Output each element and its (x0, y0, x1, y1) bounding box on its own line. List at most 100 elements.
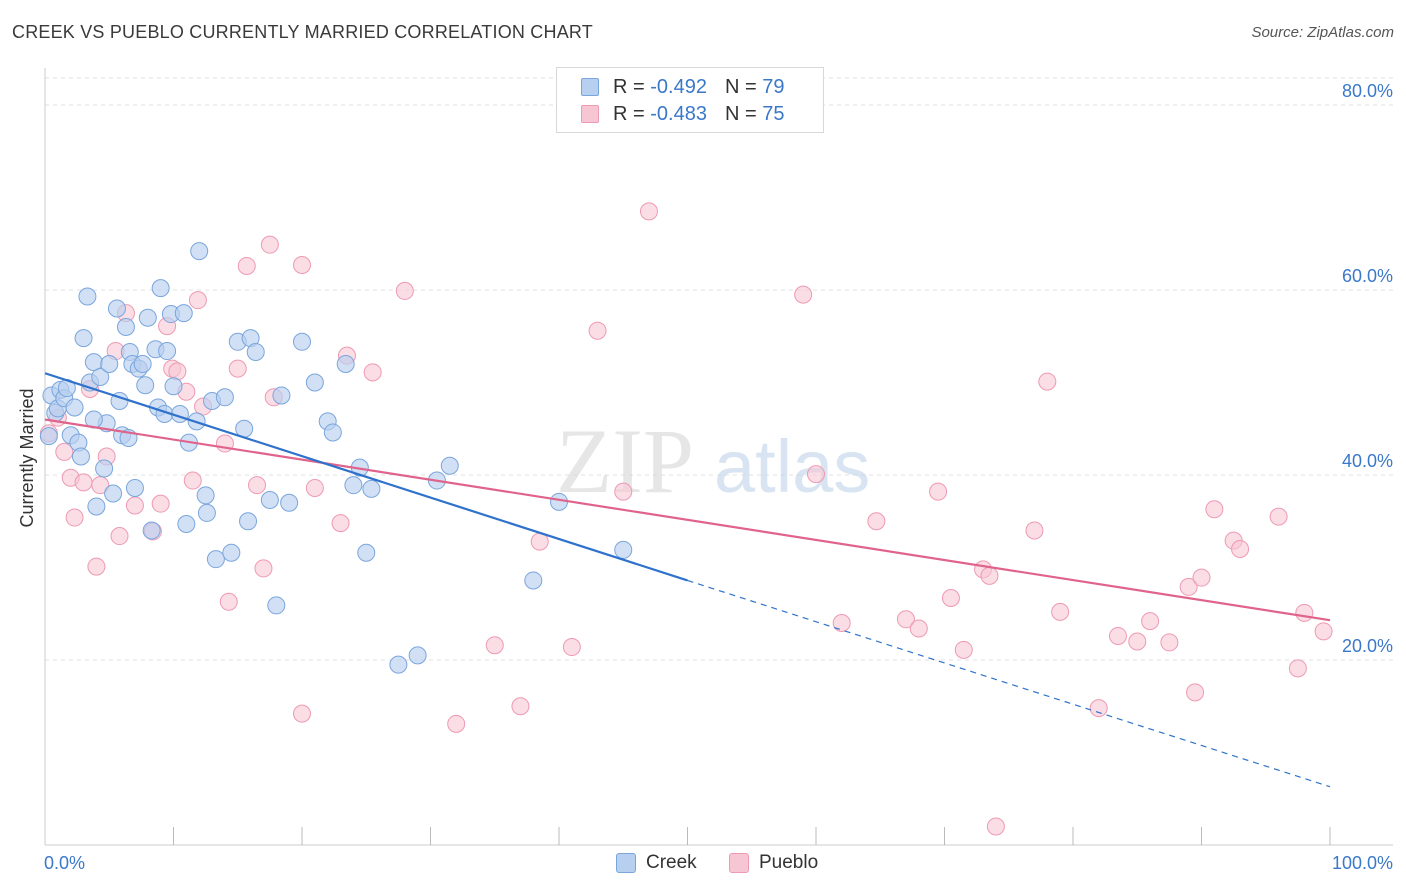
creek-point (138, 308, 157, 327)
creek-n-label: N = (724, 75, 757, 98)
creek-legend-label: Creek (646, 852, 697, 873)
creek-point (293, 332, 311, 351)
pueblo-point (293, 256, 311, 275)
tick-labels: 20.0% 40.0% 60.0% 80.0% 0.0% 100.0% (44, 81, 1393, 873)
pueblo-point (228, 359, 247, 378)
creek-point (336, 355, 355, 373)
pueblo-n-value: 75 (762, 102, 785, 125)
y-tick-label: 40.0% (1342, 451, 1393, 471)
creek-trend-extension (687, 579, 1331, 788)
pueblo-point (511, 697, 530, 716)
watermark: ZIP atlas (556, 410, 870, 512)
pueblo-point (1179, 577, 1198, 596)
pueblo-point (1192, 568, 1211, 587)
creek-point (408, 646, 427, 665)
pueblo-point (110, 527, 129, 546)
x-tick-label-min: 0.0% (44, 853, 85, 873)
creek-point (524, 571, 543, 590)
pueblo-point (151, 494, 170, 513)
creek-point (95, 459, 114, 478)
creek-trend-line (44, 372, 688, 582)
creek-point (215, 388, 234, 407)
bottom-legend-pueblo: Pueblo (729, 852, 818, 874)
bottom-legend-creek: Creek (616, 852, 697, 874)
pueblo-r-value: -0.483 (650, 102, 707, 125)
pueblo-swatch (581, 105, 599, 123)
pueblo-point (447, 714, 466, 733)
creek-point (222, 543, 241, 562)
pueblo-r-label: R = (613, 102, 645, 125)
creek-point (280, 493, 299, 512)
legend: R = -0.492 N = 79 R = -0.483 N = 75 (556, 67, 824, 133)
creek-point (65, 398, 84, 417)
creek-n-value: 79 (762, 75, 785, 98)
pueblo-point (331, 514, 350, 533)
creek-point (107, 299, 126, 318)
pueblo-point (1108, 626, 1127, 645)
pueblo-point (1141, 612, 1160, 631)
pueblo-point (91, 476, 110, 495)
pueblo-point (867, 512, 886, 531)
pueblo-n-label: N = (724, 102, 757, 125)
pueblo-legend-label: Pueblo (759, 852, 819, 873)
creek-point (78, 287, 97, 306)
creek-point (74, 329, 93, 348)
source-label: Source: ZipAtlas.com (1251, 24, 1394, 41)
trend-lines (44, 372, 1331, 788)
creek-point (260, 490, 279, 509)
pueblo-point (485, 636, 504, 655)
creek-point (190, 242, 209, 261)
pueblo-point (614, 482, 633, 501)
pueblo-point (219, 592, 238, 611)
pueblo-point (1186, 683, 1205, 702)
pueblo-point (588, 321, 607, 340)
y-axis-label: Currently Married (17, 388, 37, 527)
y-tick-label: 60.0% (1342, 266, 1393, 286)
pueblo-point (260, 235, 279, 254)
pueblo-point (929, 482, 948, 501)
creek-point (39, 427, 58, 446)
creek-point (440, 456, 459, 475)
creek-point (196, 486, 215, 505)
creek-point (133, 355, 152, 373)
pueblo-point (1038, 372, 1057, 391)
creek-point (246, 342, 265, 361)
creek-point (305, 373, 324, 392)
creek-point (197, 503, 216, 522)
pueblo-point (293, 704, 311, 723)
creek-point (125, 478, 144, 497)
creek-point (177, 515, 196, 534)
creek-points (39, 242, 633, 674)
pueblo-point (1025, 521, 1044, 540)
pueblo-point (1269, 507, 1288, 526)
pueblo-point (980, 566, 999, 585)
y-tick-label: 80.0% (1342, 81, 1393, 101)
grid-lines (45, 77, 1393, 661)
creek-point (239, 512, 258, 531)
x-tick-label-max: 100.0% (1332, 853, 1393, 873)
creek-point (206, 550, 225, 569)
pueblo-point (254, 559, 273, 578)
pueblo-point (1160, 633, 1179, 652)
watermark-atlas: atlas (714, 425, 870, 508)
pueblo-point (395, 281, 414, 300)
chart-title: CREEK VS PUEBLO CURRENTLY MARRIED CORREL… (12, 22, 593, 42)
creek-legend-swatch (616, 853, 636, 873)
creek-point (174, 304, 193, 323)
creek-point (136, 376, 155, 395)
pueblo-point (794, 285, 813, 304)
creek-point (104, 484, 123, 503)
pueblo-point (1128, 632, 1147, 651)
creek-point (158, 342, 177, 361)
pueblo-point (168, 362, 187, 381)
creek-point (344, 476, 363, 495)
pueblo-point (305, 478, 324, 497)
pueblo-point (1231, 540, 1250, 558)
pueblo-point (188, 291, 207, 310)
pueblo-point (954, 640, 973, 659)
pueblo-point (183, 471, 202, 490)
pueblo-point (87, 557, 106, 576)
pueblo-point (562, 638, 581, 657)
pueblo-points (39, 202, 1333, 836)
